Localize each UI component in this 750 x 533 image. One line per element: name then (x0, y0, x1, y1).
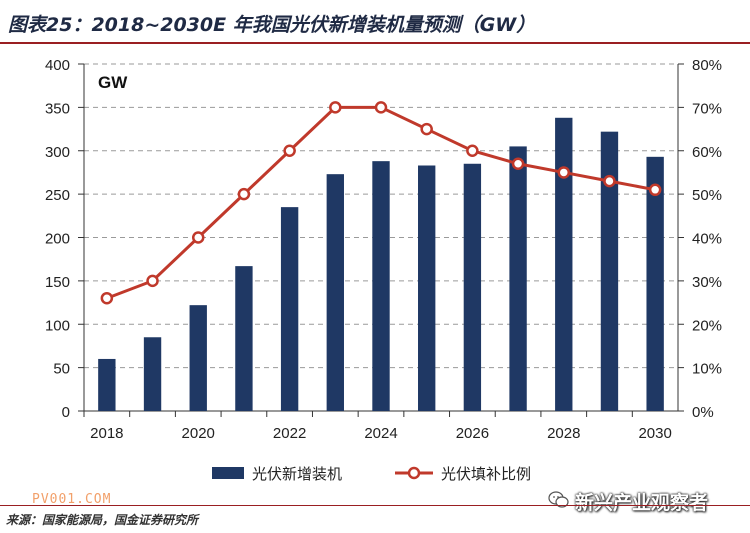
line-point-2025 (420, 122, 433, 136)
bar-2019 (143, 337, 162, 411)
source-note: 来源：国家能源局，国金证券研究所 (6, 513, 199, 527)
y-right-tick-label: 60% (692, 144, 722, 161)
y-left-tick-label: 400 (45, 57, 70, 74)
bar-2026 (463, 163, 482, 411)
bar-2027 (509, 146, 527, 411)
y-right-tick-label: 30% (692, 274, 722, 291)
line-point-2021 (237, 187, 251, 201)
line-point-2023 (329, 101, 342, 114)
chart-title: 图表25：2018~2030E 年我国光伏新增装机量预测（GW） (8, 14, 536, 36)
line-point-2027 (511, 157, 525, 171)
watermark-left: PV001.COM (32, 492, 112, 507)
bar-2030 (646, 156, 664, 411)
x-tick-label: 2018 (90, 425, 123, 442)
y-left-tick-label: 200 (45, 231, 70, 248)
y-left-tick-label: 100 (45, 317, 70, 334)
legend-bar-label: 光伏新增装机 (252, 465, 342, 483)
unit-label: GW (98, 73, 128, 92)
line-point-2030 (648, 183, 662, 197)
y-left-tick-label: 150 (45, 274, 70, 291)
bar-2024 (372, 161, 390, 411)
bar-2021 (235, 266, 253, 411)
line-point-2022 (283, 144, 296, 157)
line-point-2018 (100, 291, 114, 305)
title-bar: 图表25：2018~2030E 年我国光伏新增装机量预测（GW） (0, 0, 750, 44)
y-right-tick-label: 10% (692, 361, 722, 378)
bar-2029 (600, 131, 619, 411)
y-left-tick-label: 0 (62, 404, 70, 421)
bar-2025 (418, 165, 436, 411)
line-point-2029 (603, 174, 616, 188)
wechat-icon (548, 491, 569, 508)
chart: 0 50 100 150 200 250 300 350 400 0% 10% 20% 30% 40% 50… (45, 57, 722, 483)
bar-2022 (280, 207, 299, 411)
x-tick-label: 2026 (456, 425, 489, 442)
y-right-tick-label: 0% (692, 404, 714, 421)
y-right-tick-label: 80% (692, 57, 722, 74)
line-point-2020 (191, 231, 205, 244)
bar-2023 (326, 174, 344, 411)
line-point-2024 (374, 101, 388, 114)
legend-line-label: 光伏填补比例 (441, 465, 531, 483)
watermark-right: 新兴产业观察者 (575, 492, 709, 514)
x-tick-label: 2024 (364, 425, 397, 442)
x-tick-label: 2030 (638, 425, 671, 442)
x-tick-label: 2028 (547, 425, 580, 442)
footer-rule (0, 505, 750, 506)
y-right-tick-label: 50% (692, 187, 722, 204)
y-right-tick-label: 20% (692, 317, 722, 334)
legend-bar-swatch (212, 467, 244, 479)
bar-2028 (555, 117, 573, 411)
bar-2018 (98, 358, 116, 411)
y-right-tick-label: 40% (692, 231, 722, 248)
line-point-2019 (146, 274, 159, 288)
line-point-2028 (557, 166, 571, 179)
y-left-tick-label: 350 (45, 100, 70, 117)
line-point-2026 (466, 144, 479, 157)
legend-line-marker (407, 466, 421, 480)
x-tick-label: 2020 (182, 425, 215, 442)
x-tick-label: 2022 (273, 425, 306, 442)
y-right-tick-label: 70% (692, 100, 722, 117)
y-left-tick-label: 300 (45, 144, 70, 161)
bar-2020 (189, 305, 207, 411)
y-left-tick-label: 250 (45, 187, 70, 204)
y-left-tick-label: 50 (53, 361, 70, 378)
